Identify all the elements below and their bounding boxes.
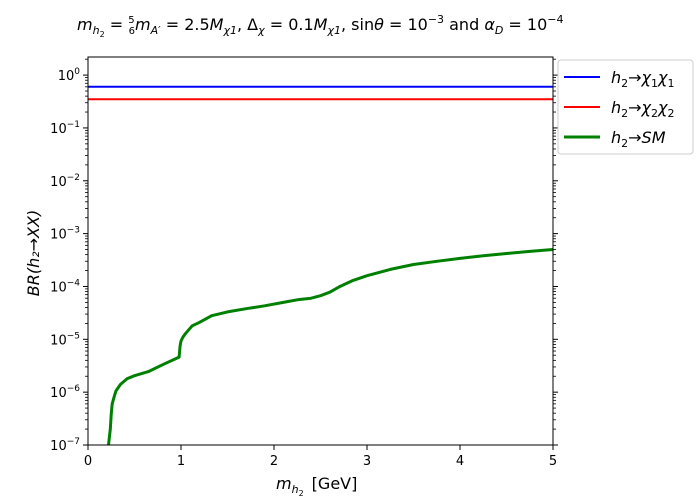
series-line-3 bbox=[107, 248, 553, 445]
y-tick-label: 10−1 bbox=[50, 120, 80, 137]
x-tick-label: 3 bbox=[363, 454, 371, 469]
chart-title: mh2 = 5 6mA′ = 2.5Mχ1, Δχ = 0.1Mχ1, sinθ … bbox=[77, 13, 564, 39]
legend-label-2: h2→χ2χ2 bbox=[611, 98, 674, 120]
x-tick-label: 4 bbox=[456, 454, 464, 469]
legend-box bbox=[557, 59, 694, 155]
x-tick-label: 0 bbox=[84, 454, 92, 469]
x-tick-label: 2 bbox=[270, 454, 278, 469]
y-tick-label: 10−6 bbox=[50, 384, 80, 401]
plot-frame bbox=[87, 56, 554, 446]
y-axis-label: BR(h₂→XX) bbox=[24, 210, 43, 296]
y-tick-label: 10−5 bbox=[50, 331, 80, 348]
y-tick-label: 10−3 bbox=[50, 226, 80, 243]
y-tick-label: 10−4 bbox=[50, 278, 80, 295]
x-tick-label: 1 bbox=[177, 454, 185, 469]
series-layer bbox=[88, 85, 553, 445]
legend-label-3: h2→SM bbox=[611, 128, 666, 150]
y-tick-label: 10−7 bbox=[50, 437, 80, 454]
x-axis: 0 1 2 3 4 5 bbox=[84, 445, 557, 469]
legend: h2→χ1χ1 h2→χ2χ2 h2→SM bbox=[557, 59, 694, 155]
y-axis: 10−7 10−6 10−5 10−4 10−3 10−2 10−1 100 bbox=[50, 58, 558, 454]
y-tick-label: 10−2 bbox=[50, 173, 80, 190]
x-axis-label: mh2[GeV] bbox=[276, 474, 357, 498]
legend-label-1: h2→χ1χ1 bbox=[611, 68, 674, 90]
y-tick-label: 100 bbox=[58, 67, 81, 84]
x-tick-label: 5 bbox=[549, 454, 557, 469]
